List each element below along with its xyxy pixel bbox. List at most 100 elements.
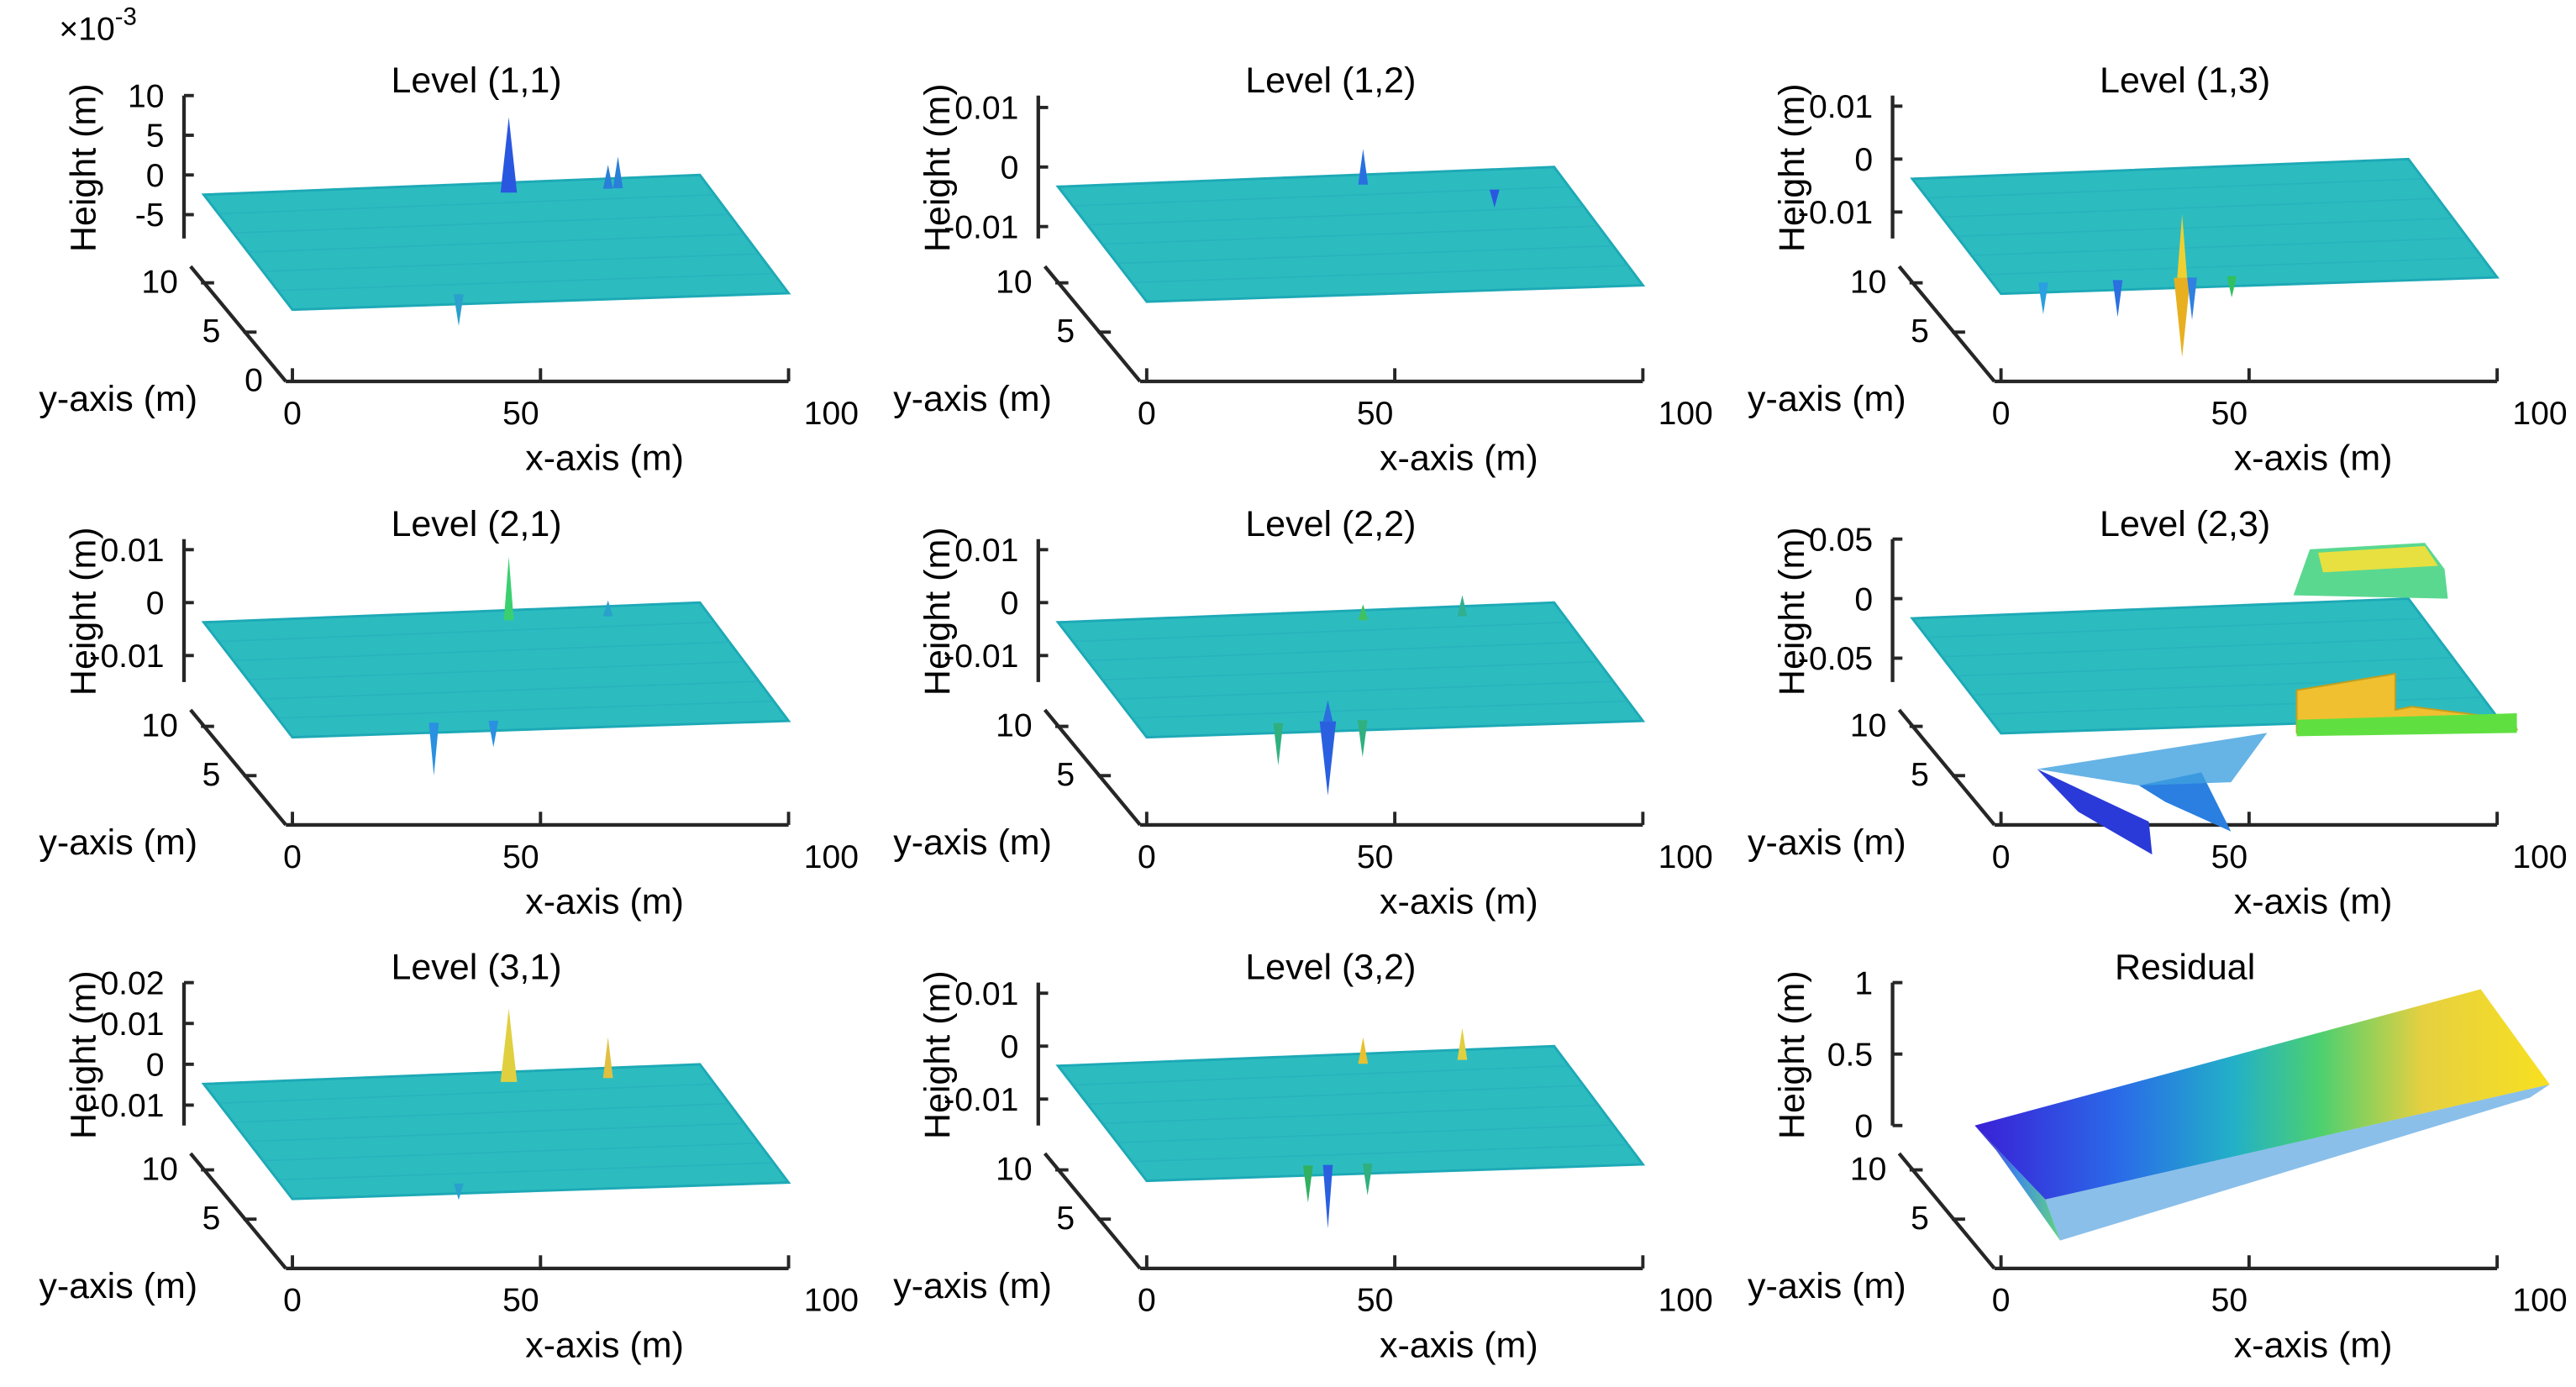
- surface-texture-line: [248, 233, 744, 254]
- z-tick-label: -0.01: [89, 1088, 164, 1124]
- surface-spike: [1358, 149, 1369, 185]
- surface-texture-line: [233, 641, 730, 662]
- z-tick-label: 0.01: [100, 533, 164, 569]
- z-exponent-label: ×10-3: [59, 3, 136, 48]
- z-tick-label: -5: [135, 197, 165, 234]
- x-axis-label: x-axis (m): [1380, 439, 1538, 479]
- surface-texture-line: [1132, 1143, 1628, 1163]
- surface-spike: [1273, 722, 1284, 766]
- chart-title: Residual: [2115, 948, 2255, 988]
- y-tick-label: 5: [1911, 313, 1929, 349]
- depression-right: [2138, 772, 2232, 832]
- y-tick-label: 10: [996, 707, 1032, 743]
- z-tick-label: 0.01: [954, 976, 1018, 1012]
- chart-title: Level (1,2): [1245, 60, 1416, 101]
- z-tick-label: 5: [146, 118, 165, 155]
- surface-texture-line: [218, 1083, 715, 1105]
- surface-texture-line: [1087, 205, 1585, 226]
- surface-texture-line: [1072, 621, 1569, 643]
- y-axis-label: y-axis (m): [39, 379, 197, 419]
- x-axis-label: x-axis (m): [2234, 1325, 2393, 1365]
- surface-texture-line: [262, 253, 760, 272]
- surface-spike: [454, 294, 464, 327]
- surface-texture-line: [1102, 1104, 1599, 1125]
- z-tick-label: 0.01: [1809, 89, 1873, 125]
- x-tick-label: 50: [502, 839, 539, 875]
- x-tick-label: 0: [283, 396, 302, 432]
- y-axis-label: y-axis (m): [1748, 822, 1906, 863]
- z-tick-label: 0.02: [100, 965, 164, 1001]
- surface-spike: [1357, 720, 1368, 758]
- y-axis-label: y-axis (m): [39, 1266, 197, 1306]
- surface-texture-line: [1985, 256, 2483, 276]
- y-axis-label: y-axis (m): [893, 1266, 1052, 1306]
- y-tick-label: 10: [996, 1151, 1032, 1187]
- surface-texture-line: [1087, 641, 1585, 662]
- z-tick-label: -0.01: [944, 1082, 1018, 1118]
- y-axis-line: [1043, 1152, 1142, 1270]
- x-axis-label: x-axis (m): [2234, 882, 2393, 922]
- chart-title: Level (2,2): [1245, 504, 1416, 544]
- x-tick-label: 50: [2211, 396, 2247, 432]
- x-tick-label: 100: [804, 396, 859, 432]
- z-tick-label: 0: [1001, 150, 1019, 186]
- surface-spike: [1322, 1164, 1333, 1229]
- z-tick-label: 0.5: [1827, 1037, 1873, 1073]
- y-axis-line: [1043, 265, 1142, 383]
- surface-texture-line: [1072, 1064, 1569, 1086]
- x-tick-label: 50: [2211, 1283, 2247, 1319]
- x-tick-label: 100: [804, 1283, 859, 1319]
- z-tick-label: -0.05: [1798, 641, 1873, 677]
- residual-surface: [1974, 989, 2550, 1200]
- surface-texture-line: [1117, 1124, 1614, 1143]
- z-tick-label: -0.01: [89, 638, 164, 675]
- surface-texture-line: [1942, 197, 2438, 218]
- y-tick-label: 10: [141, 707, 177, 743]
- y-tick-label: 10: [996, 264, 1032, 300]
- y-axis-line: [1897, 708, 1996, 827]
- y-axis-line: [189, 1152, 287, 1270]
- residual-lower-face: [2045, 1084, 2550, 1241]
- surface-spike: [454, 1183, 464, 1200]
- z-tick-label: -0.01: [944, 209, 1018, 245]
- x-axis-label: x-axis (m): [525, 439, 684, 479]
- x-tick-label: 50: [2211, 839, 2247, 875]
- surface-spike: [1457, 1027, 1468, 1060]
- z-tick-label: 0.01: [954, 91, 1018, 127]
- chart-title: Level (2,3): [2100, 504, 2270, 544]
- chart-title: Level (1,3): [2100, 60, 2270, 101]
- y-tick-label: 5: [1056, 757, 1075, 793]
- x-tick-label: 50: [1357, 839, 1393, 875]
- x-tick-label: 100: [1659, 1283, 1713, 1319]
- surface-texture-line: [1117, 244, 1614, 265]
- surface-texture-line: [233, 1102, 730, 1123]
- x-tick-label: 0: [1138, 839, 1156, 875]
- surface-texture-line: [218, 193, 715, 215]
- z-tick-label: 0.05: [1809, 522, 1873, 558]
- depression-face: [2037, 733, 2268, 785]
- y-tick-label: 10: [141, 264, 177, 300]
- chart-title: Level (2,1): [391, 504, 561, 544]
- z-tick-label: 0: [146, 1048, 165, 1084]
- y-tick-label: 5: [1911, 757, 1929, 793]
- y-tick-label: 10: [1850, 707, 1886, 743]
- x-axis-label: x-axis (m): [2234, 439, 2393, 479]
- z-tick-label: -0.01: [1798, 195, 1873, 231]
- surface-spike: [2038, 282, 2048, 315]
- surface-spike: [602, 1037, 613, 1079]
- y-tick-label: 5: [202, 1200, 221, 1237]
- y-axis-line: [189, 708, 287, 827]
- chart-title: Level (3,1): [391, 948, 561, 988]
- chart-title: Level (1,1): [391, 60, 561, 101]
- x-axis-label: x-axis (m): [1380, 882, 1538, 922]
- z-axis-label: Height (m): [63, 83, 103, 252]
- y-tick-label: 10: [1850, 1151, 1886, 1187]
- surface-texture-line: [262, 680, 760, 700]
- x-axis-label: x-axis (m): [525, 882, 684, 922]
- surface-spike: [602, 165, 613, 189]
